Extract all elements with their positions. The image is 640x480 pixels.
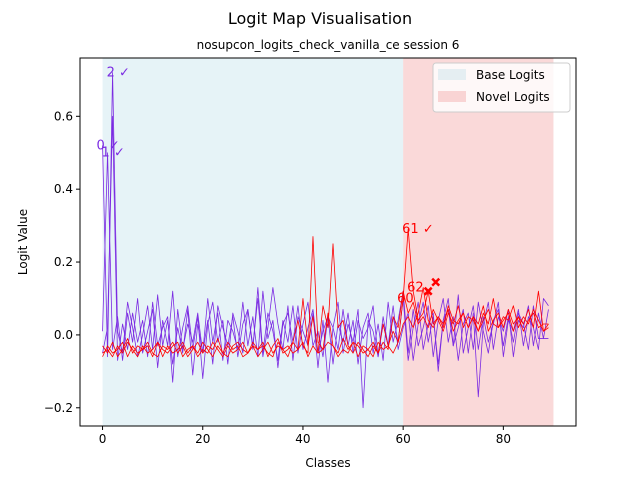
chart-subtitle: nosupcon_logits_check_vanilla_ce session… (197, 38, 460, 52)
y-axis-ticks: −0.2 0.0 0.2 0.4 0.6 (44, 109, 80, 415)
x-tick-label-2: 40 (295, 432, 310, 446)
x-marker-0 (423, 286, 433, 296)
y-tick-label-1: 0.0 (54, 328, 73, 342)
region-band-0 (102, 58, 404, 426)
legend-swatch-novel (438, 91, 466, 102)
legend-label-base: Base Logits (476, 68, 545, 82)
x-tick-label-3: 60 (396, 432, 411, 446)
x-tick-label-0: 0 (99, 432, 107, 446)
annotation-2: 1 ✓ (102, 146, 125, 161)
x-tick-label-4: 80 (496, 432, 511, 446)
series-line-novel-3 (102, 228, 549, 358)
annotation-5: 60 (397, 291, 414, 306)
y-tick-label-3: 0.4 (54, 182, 73, 196)
legend-swatch-base (438, 69, 466, 80)
chart-title: Logit Map Visualisation (228, 9, 412, 28)
x-tick-label-1: 20 (195, 432, 210, 446)
y-tick-label-4: 0.6 (54, 109, 73, 123)
series-line-novel-5 (102, 287, 549, 358)
y-tick-label-2: 0.2 (54, 255, 73, 269)
y-axis-label: Logit Value (16, 209, 30, 275)
x-axis-ticks: 0 20 40 60 80 (99, 426, 511, 446)
region-band-1 (403, 58, 554, 426)
legend-box (432, 62, 571, 113)
annotation-0: 2 ✓ (107, 66, 130, 81)
plot-frame (79, 57, 577, 427)
annotation-1: 0 ✓ (97, 138, 120, 153)
series-line-base-2 (102, 115, 549, 383)
annotation-3: 61 ✓ (402, 222, 434, 237)
x-marker-1 (431, 277, 441, 287)
series-line-base-1 (102, 152, 549, 409)
region-bands (102, 58, 554, 426)
x-markers (423, 277, 441, 296)
legend: Base Logits Novel Logits (432, 62, 571, 113)
series-line-novel-4 (102, 243, 549, 358)
series-lines (102, 72, 549, 409)
series-line-base-0 (102, 72, 549, 376)
x-axis-label: Classes (305, 456, 350, 470)
y-tick-label-0: −0.2 (44, 401, 73, 415)
legend-label-novel: Novel Logits (476, 90, 550, 104)
annotation-4: 62 (407, 281, 424, 296)
